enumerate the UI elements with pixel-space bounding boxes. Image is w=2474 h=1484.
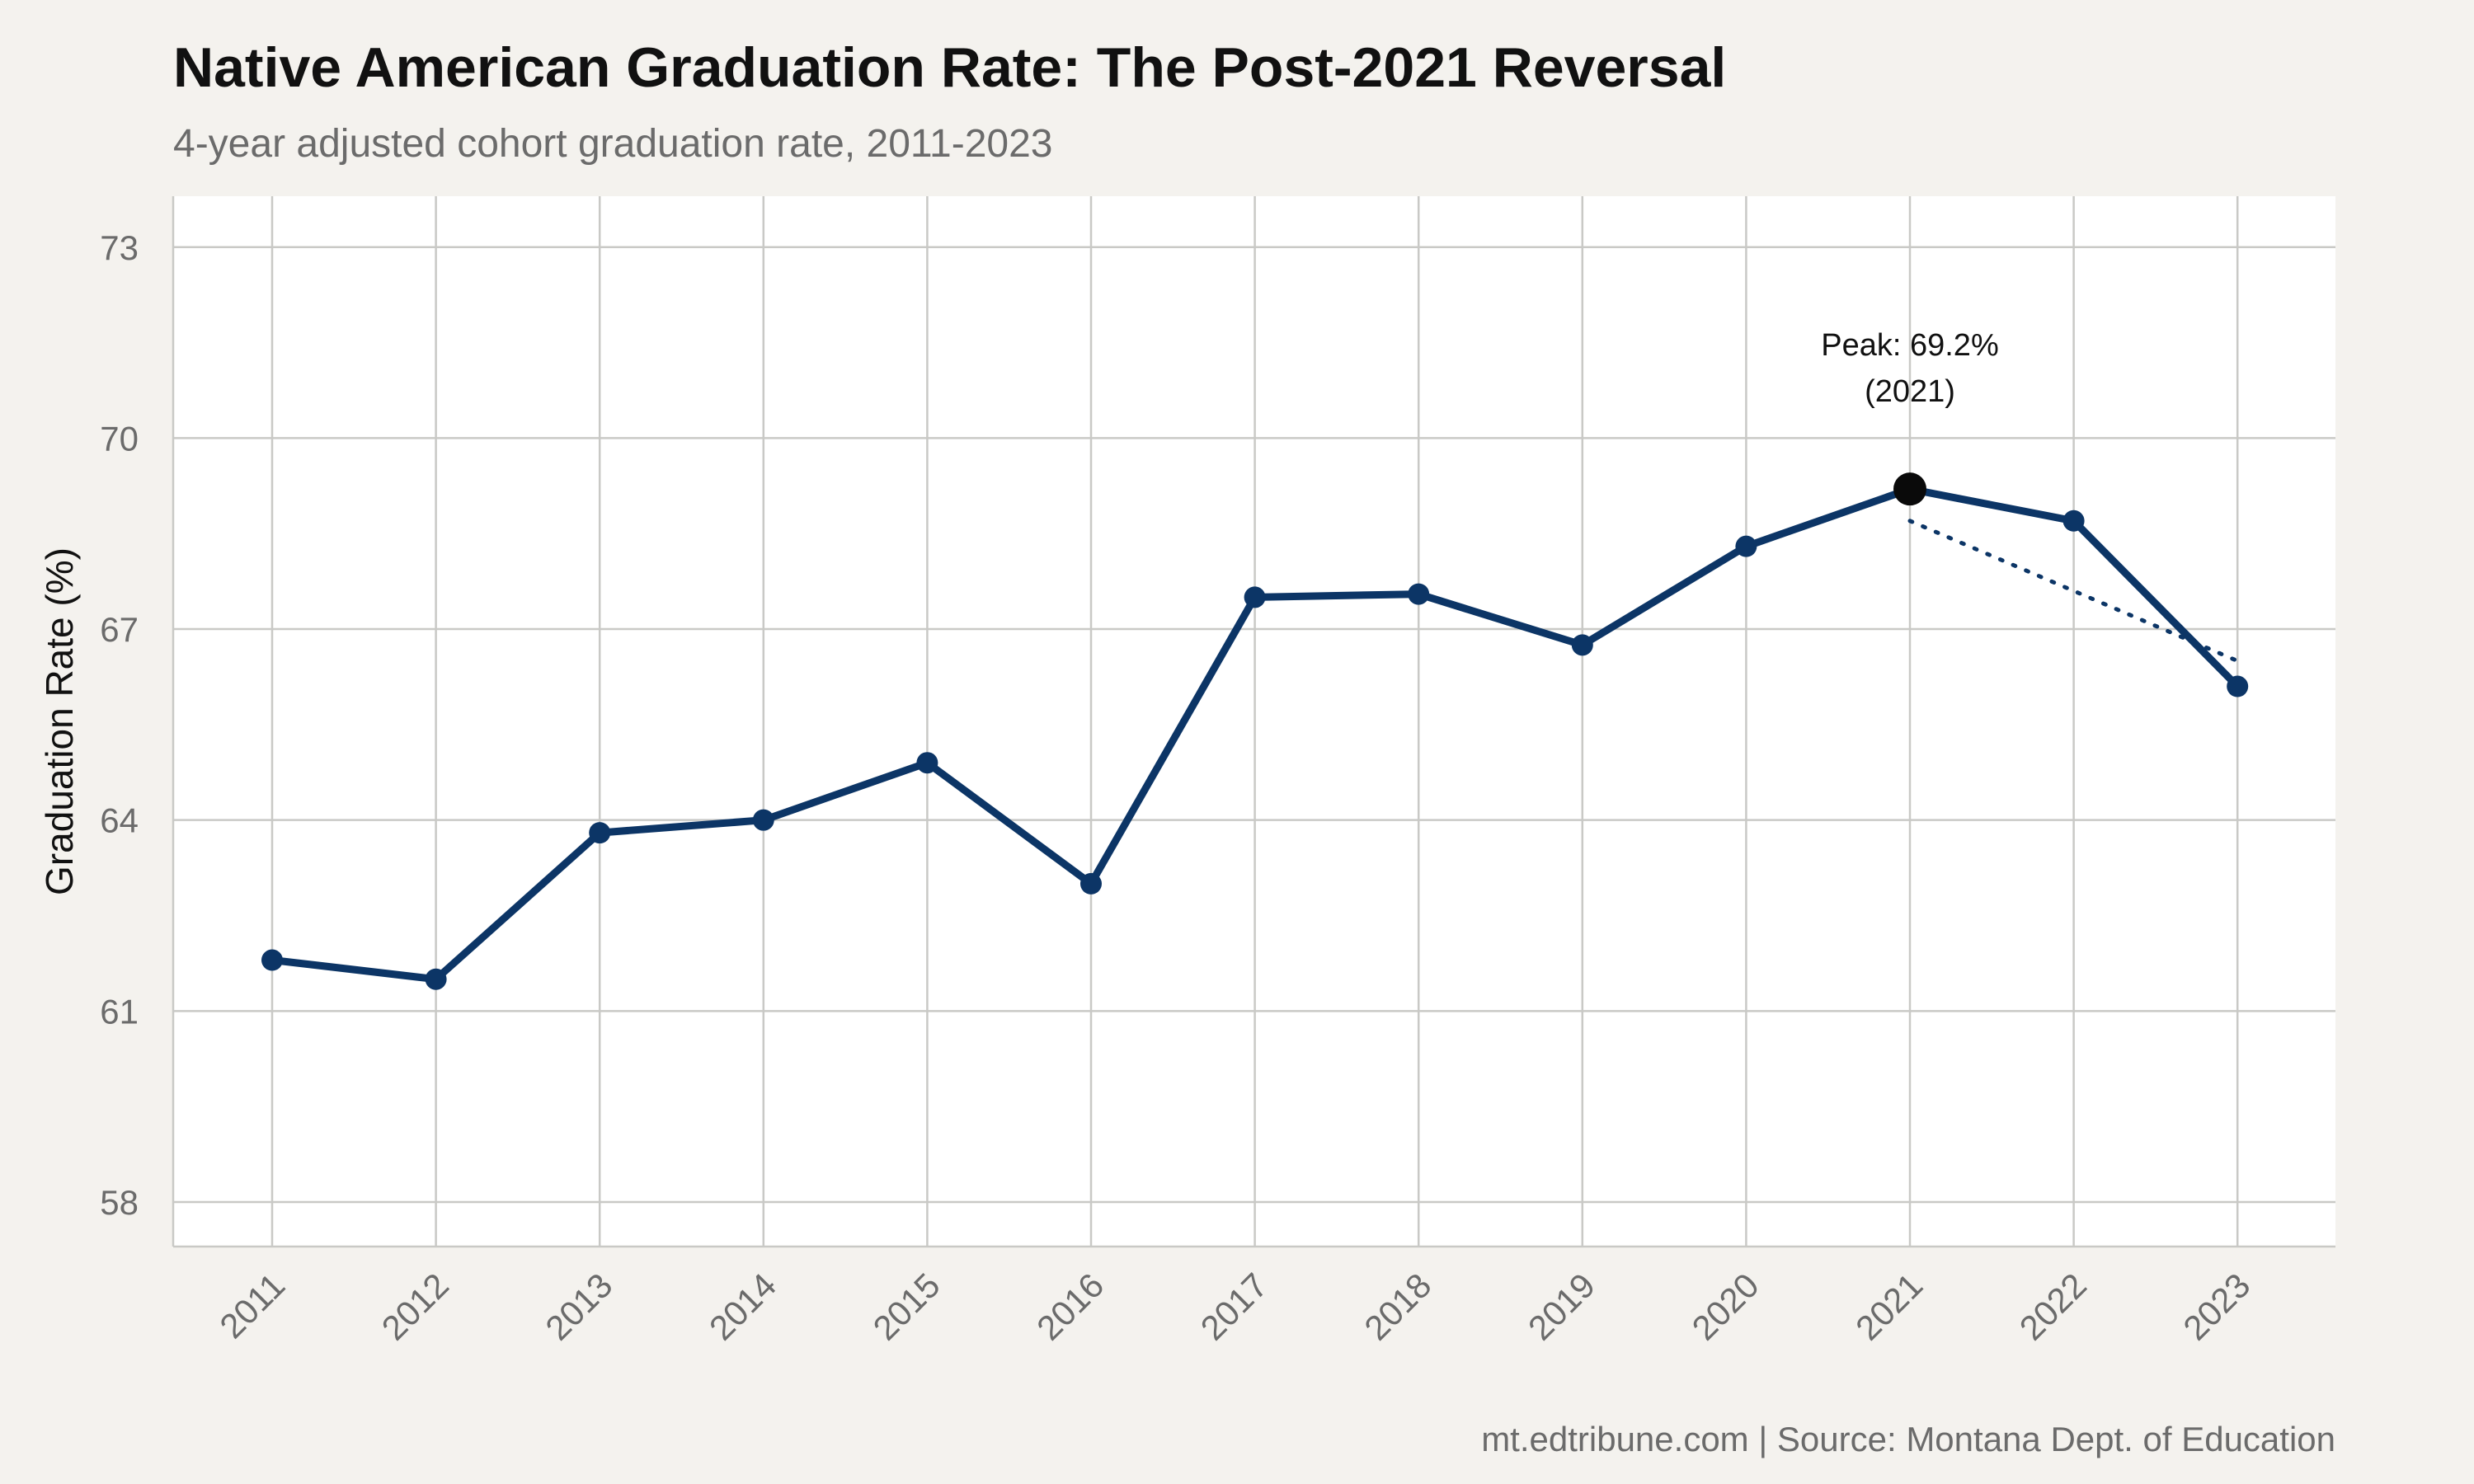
- data-point: [261, 949, 283, 971]
- data-point: [1244, 586, 1266, 608]
- y-tick-label: 61: [100, 992, 139, 1031]
- chart-subtitle: 4-year adjusted cohort graduation rate, …: [173, 122, 1053, 166]
- data-point: [2227, 675, 2249, 697]
- y-tick-label: 73: [100, 228, 139, 267]
- peak-point: [1893, 472, 1926, 506]
- data-point: [2062, 510, 2085, 532]
- chart-title: Native American Graduation Rate: The Pos…: [173, 36, 1726, 99]
- peak-annotation-line-2: (2021): [1865, 374, 1955, 409]
- data-point: [1571, 634, 1593, 656]
- peak-annotation-line-1: Peak: 69.2%: [1821, 328, 1998, 363]
- data-point: [1080, 872, 1102, 895]
- data-point: [425, 968, 447, 990]
- y-tick-labels: 58 61 64 67 70 73: [100, 228, 139, 1222]
- data-point: [752, 809, 774, 831]
- x-gridlines: [270, 196, 2239, 1247]
- data-point: [916, 752, 938, 774]
- y-tick-label: 64: [100, 801, 139, 840]
- data-point: [1735, 535, 1757, 557]
- y-tick-label: 58: [100, 1183, 139, 1222]
- chart-caption: mt.edtribune.com | Source: Montana Dept.…: [1481, 1420, 2335, 1458]
- y-axis-title: Graduation Rate (%): [38, 547, 81, 895]
- y-tick-label: 70: [100, 419, 139, 458]
- data-point: [589, 822, 611, 844]
- y-tick-label: 67: [100, 610, 139, 649]
- data-point: [1408, 583, 1430, 605]
- trend-dotted-line: [1907, 519, 2240, 664]
